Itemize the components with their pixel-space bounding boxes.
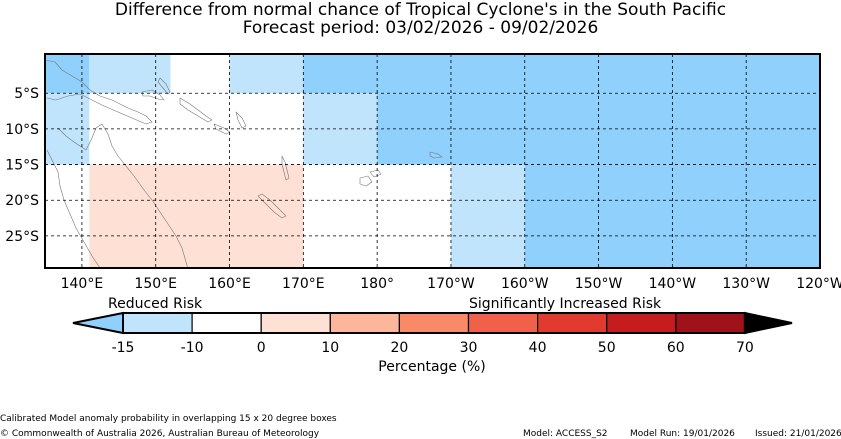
fiji-coast [359,175,373,187]
colorbar-tick-label: -10 [181,340,204,356]
colorbar-tick-label: 30 [460,340,478,356]
colorbar-axis-label: Percentage (%) [378,359,485,375]
solomon-islands-coast [179,97,213,123]
lon-tick-label: 130°W [722,276,770,292]
footer-issued: Issued: 21/01/2026 [755,429,841,439]
lon-tick-label: 160°E [208,276,251,292]
colorbar-tick-label: 70 [736,340,754,356]
lon-tick-label: 120°W [796,276,841,292]
colorbar-tick-label: 10 [321,340,339,356]
coastlines [44,59,443,270]
colorbar-tick-label: 20 [390,340,408,356]
colorbar-bin-8 [675,312,746,334]
colorbar-bin-2 [260,312,331,334]
colorbar-over-arrow [743,311,793,335]
lon-tick-label: 170°W [427,276,475,292]
lat-tick-label: 5°S [14,86,39,102]
colorbar-bin-7 [606,312,677,334]
colorbar-under-arrow [72,311,124,335]
map-title: Difference from normal chance of Tropica… [114,0,727,20]
lon-tick-label: 180° [360,276,394,292]
colorbar-bin-6 [536,312,608,334]
risk-cell-1 [89,54,171,94]
colorbar-bin-0 [122,312,193,334]
vanuatu-coast [281,155,290,181]
lon-tick-label: 150°W [575,276,623,292]
risk-cell-2 [229,54,304,94]
colorbar [72,311,793,335]
colorbar-tick-label: 50 [598,340,616,356]
lon-tick-label: 150°E [134,276,177,292]
colorbar-bin-5 [467,312,539,334]
risk-cell-7 [89,164,304,268]
lat-tick-label: 15°S [5,158,39,174]
lat-tick-label: 10°S [5,122,39,138]
new-ireland-coast [157,77,171,95]
bougainville-coast [235,111,247,129]
new-guinea-coast [44,59,153,125]
lon-tick-label: 140°W [649,276,697,292]
colorbar-tick-label: -15 [112,340,135,356]
colorbar-ticks: -15 -10 0 10 20 30 40 50 60 70 [112,340,754,356]
new-britain-coast [141,89,165,101]
colorbar-bin-1 [191,312,262,334]
axis-tick-labels: 5°S 10°S 15°S 20°S 25°S 140°E 150°E 160°E 170°E 1… [5,86,841,292]
risk-cell-3 [303,54,820,94]
colorbar-bin-4 [398,312,470,334]
risk-cell-0 [45,54,90,94]
colorbar-outline [122,312,746,334]
samoa-coast [429,151,443,159]
colorbar-bin-3 [329,312,400,334]
footer-copyright: © Commonwealth of Australia 2026, Austra… [0,429,320,439]
colorbar-tick-label: 0 [257,340,266,356]
reduced-risk-label: Reduced Risk [108,296,203,312]
fiji-vanua-levu-coast [369,169,382,178]
map-subtitle: Forecast period: 03/02/2026 - 09/02/2026 [242,18,599,38]
lon-tick-label: 140°E [61,276,104,292]
risk-cell-8 [450,164,525,268]
footer-note: Calibrated Model anomaly probability in … [0,414,337,424]
increased-risk-label: Significantly Increased Risk [469,296,662,312]
colorbar-tick-label: 60 [667,340,685,356]
colorbar-tick-label: 40 [529,340,547,356]
lat-tick-label: 25°S [5,229,39,245]
footer-model-run: Model Run: 19/01/2026 [630,429,735,439]
lat-tick-label: 20°S [5,193,39,209]
footer-model: Model: ACCESS_S2 [523,429,608,439]
lon-tick-label: 160°W [501,276,549,292]
lon-tick-label: 170°E [282,276,325,292]
solomon-islands-south-coast [213,123,231,135]
australia-coast [46,123,189,270]
new-caledonia-coast [257,193,287,219]
map-frame [44,53,821,269]
